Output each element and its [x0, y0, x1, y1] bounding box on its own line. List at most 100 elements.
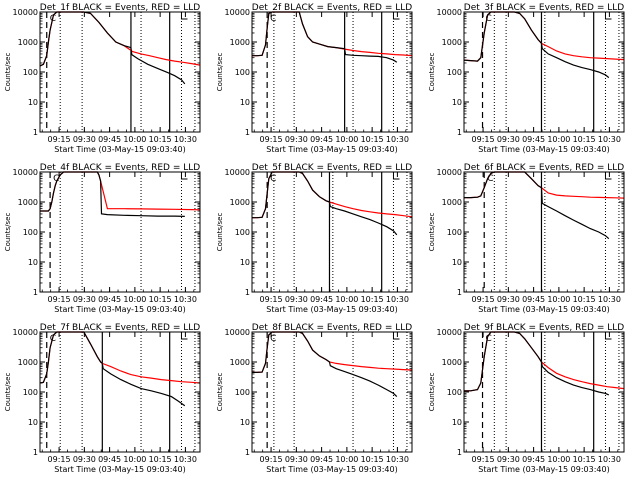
plot-frame	[39, 171, 201, 293]
x-axis-label: Start Time (03-May-15 09:03:40)	[266, 305, 397, 314]
y-axis-label: Counts/sec	[216, 373, 224, 412]
y-tick-label: 10	[28, 258, 38, 267]
x-tick-label: 09:15	[472, 295, 495, 304]
y-tick-label: 100	[447, 228, 462, 237]
x-tick-label: 09:30	[285, 295, 308, 304]
annotation-label: C	[270, 14, 276, 24]
y-axis-label: Counts/sec	[428, 373, 436, 412]
series-line-events	[464, 171, 610, 240]
x-tick-label: 09:30	[73, 295, 96, 304]
x-tick-label: 10:30	[174, 455, 197, 464]
series-line-events	[252, 331, 398, 398]
y-tick-label: 10	[452, 258, 462, 267]
x-tick-label: 09:15	[472, 135, 495, 144]
x-tick-label: 10:15	[149, 455, 172, 464]
y-tick-label: 1000	[18, 358, 38, 367]
chart-title: Det_5f BLACK = Events, RED = LLD	[252, 163, 412, 173]
y-tick-label: 100	[235, 388, 250, 397]
x-tick-label: 10:30	[598, 455, 621, 464]
y-tick-label: 1000	[18, 38, 38, 47]
x-tick-label: 10:30	[174, 135, 197, 144]
y-tick-label: 1	[457, 448, 462, 457]
series-line-lld	[39, 11, 201, 67]
plot-frame	[251, 331, 413, 453]
y-tick-label: 1	[245, 128, 250, 137]
plot-frame	[251, 11, 413, 133]
chart-panel-8: Det_8f BLACK = Events, RED = LLDCLLDEven…	[216, 323, 413, 474]
x-axis-label: Start Time (03-May-15 09:03:40)	[266, 145, 397, 154]
y-tick-label: 1000	[18, 198, 38, 207]
x-tick-label: 10:15	[361, 135, 384, 144]
y-tick-label: 100	[447, 388, 462, 397]
annotation-label: C	[270, 334, 276, 344]
x-tick-label: 09:30	[497, 135, 520, 144]
y-tick-label: 1	[33, 448, 38, 457]
chart-panel-7: Det_7f BLACK = Events, RED = LLDCLLDEven…	[4, 323, 201, 474]
x-tick-label: 10:00	[335, 135, 358, 144]
x-tick-label: 09:45	[522, 455, 545, 464]
x-tick-label: 09:15	[48, 295, 71, 304]
x-tick-label: 10:00	[547, 455, 570, 464]
y-axis-label: Counts/sec	[216, 213, 224, 252]
x-tick-label: 10:00	[335, 295, 358, 304]
annotation-label: C	[487, 174, 493, 184]
y-tick-label: 1000	[442, 38, 462, 47]
x-tick-label: 10:00	[123, 135, 146, 144]
x-axis-label: Start Time (03-May-15 09:03:40)	[478, 305, 609, 314]
annotation-label: C	[53, 174, 59, 184]
x-tick-label: 09:15	[472, 455, 495, 464]
x-tick-label: 09:30	[497, 455, 520, 464]
y-tick-label: 10000	[225, 328, 250, 337]
y-tick-label: 1000	[442, 198, 462, 207]
y-tick-label: 100	[23, 388, 38, 397]
y-tick-label: 10000	[437, 168, 462, 177]
annotation-label: C	[486, 14, 492, 24]
y-axis-label: Counts/sec	[4, 53, 12, 92]
y-tick-label: 1000	[230, 198, 250, 207]
y-tick-label: 10	[452, 98, 462, 107]
y-tick-label: 1	[457, 128, 462, 137]
x-tick-label: 09:45	[98, 455, 121, 464]
x-tick-label: 09:45	[522, 295, 545, 304]
chart-title: Det_1f BLACK = Events, RED = LLD	[40, 3, 200, 13]
x-tick-label: 09:45	[310, 455, 333, 464]
bracket-marker	[180, 172, 188, 180]
x-tick-label: 09:45	[98, 135, 121, 144]
y-tick-label: 1000	[442, 358, 462, 367]
chart-panel-4: Det_4f BLACK = Events, RED = LLDCLLDEven…	[4, 163, 201, 314]
chart-title: Det_8f BLACK = Events, RED = LLD	[252, 323, 412, 333]
x-tick-label: 09:15	[260, 455, 283, 464]
plot-frame	[251, 171, 413, 293]
x-tick-label: 09:30	[73, 455, 96, 464]
chart-panel-3: Det_3f BLACK = Events, RED = LLDCLLDEven…	[428, 3, 625, 154]
series-line-lld	[39, 331, 201, 384]
y-axis-label: Counts/sec	[428, 213, 436, 252]
chart-title: Det_9f BLACK = Events, RED = LLD	[464, 323, 624, 333]
x-tick-label: 10:15	[573, 295, 596, 304]
series-line-lld	[40, 171, 201, 212]
y-axis-label: Counts/sec	[4, 373, 12, 412]
bracket-marker	[604, 172, 612, 180]
chart-panel-2: Det_2f BLACK = Events, RED = LLDCLLDEven…	[216, 3, 413, 154]
y-tick-label: 10	[452, 418, 462, 427]
series-line-events	[39, 331, 186, 407]
bracket-marker	[604, 332, 612, 340]
y-tick-label: 1	[457, 288, 462, 297]
y-tick-label: 1	[33, 288, 38, 297]
y-tick-label: 10000	[437, 8, 462, 17]
y-tick-label: 10000	[225, 168, 250, 177]
x-tick-label: 09:15	[48, 135, 71, 144]
x-tick-label: 09:15	[260, 295, 283, 304]
series-line-events	[252, 11, 398, 63]
x-tick-label: 09:45	[310, 295, 333, 304]
series-line-events	[463, 11, 610, 79]
x-tick-label: 09:15	[260, 135, 283, 144]
x-axis-label: Start Time (03-May-15 09:03:40)	[266, 465, 397, 474]
x-tick-label: 10:15	[149, 135, 172, 144]
x-axis-label: Start Time (03-May-15 09:03:40)	[54, 465, 185, 474]
x-tick-label: 10:30	[386, 295, 409, 304]
x-tick-label: 09:45	[98, 295, 121, 304]
y-tick-label: 10000	[225, 8, 250, 17]
series-line-events	[39, 11, 186, 85]
